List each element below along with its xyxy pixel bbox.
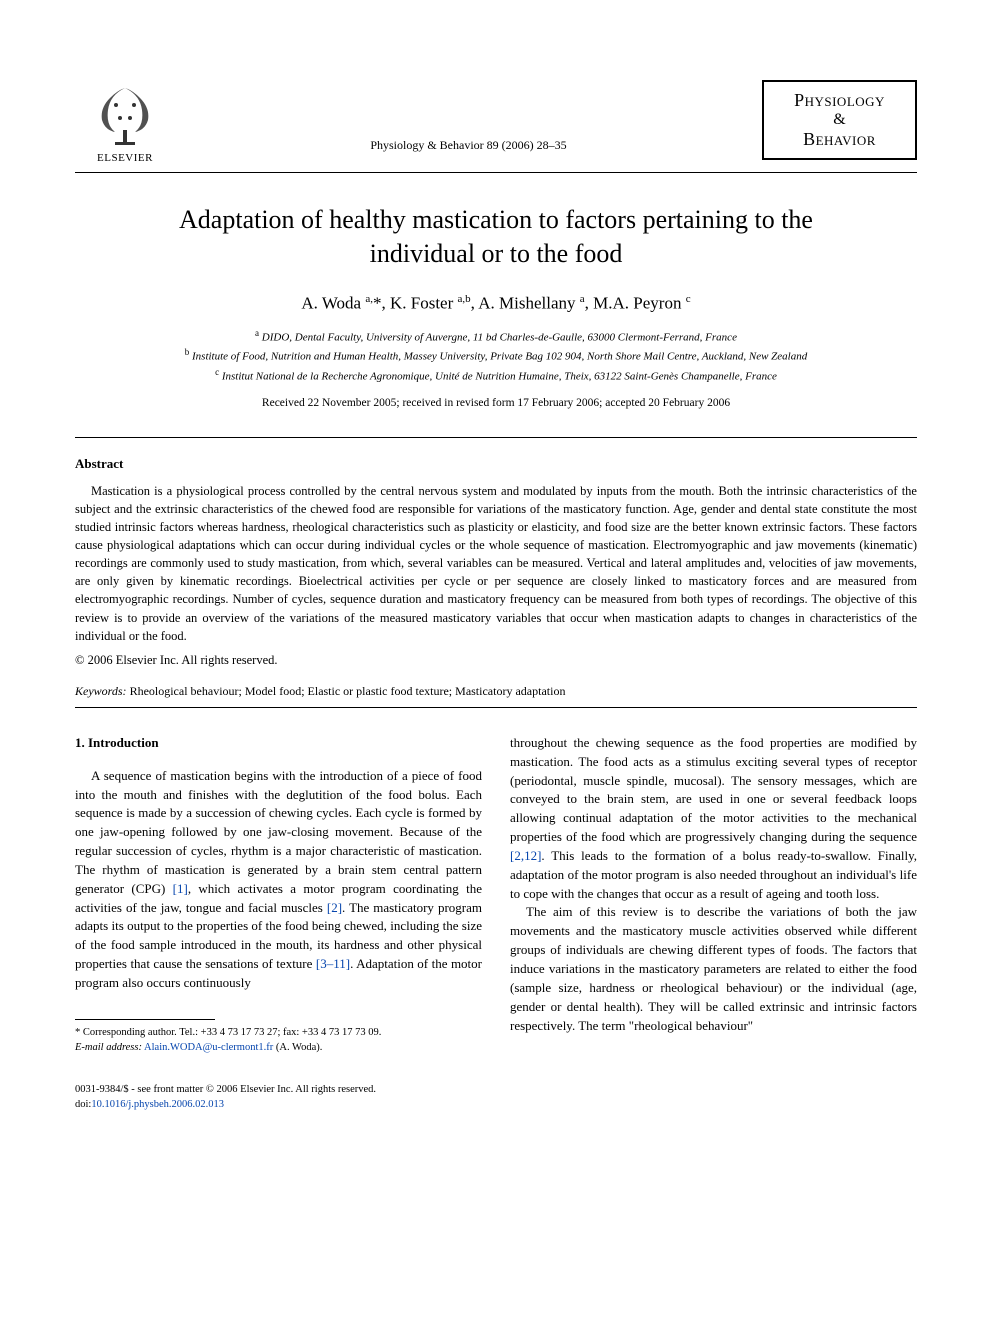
- journal-box-line1: Physiology: [778, 90, 901, 111]
- footnote-email-label: E-mail address:: [75, 1042, 142, 1053]
- header-rule: [75, 172, 917, 173]
- affiliation-c: c Institut National de la Recherche Agro…: [75, 366, 917, 385]
- column-right: throughout the chewing sequence as the f…: [510, 734, 917, 1055]
- publisher-label: ELSEVIER: [97, 152, 153, 164]
- footnote-rule: [75, 1019, 215, 1020]
- keywords-text: Rheological behaviour; Model food; Elast…: [130, 684, 566, 698]
- abstract-heading: Abstract: [75, 456, 917, 472]
- intro-heading: 1. Introduction: [75, 734, 482, 753]
- footer-doi-line: doi:10.1016/j.physbeh.2006.02.013: [75, 1098, 917, 1113]
- journal-box-line2: Behavior: [778, 129, 901, 150]
- corresponding-footnote: * Corresponding author. Tel.: +33 4 73 1…: [75, 1026, 482, 1055]
- page-footer: 0031-9384/$ - see front matter © 2006 El…: [75, 1083, 917, 1112]
- ref-link-2-12[interactable]: [2,12]: [510, 848, 541, 863]
- affiliation-b: b Institute of Food, Nutrition and Human…: [75, 346, 917, 365]
- affiliations: a DIDO, Dental Faculty, University of Au…: [75, 327, 917, 384]
- footnote-email-link[interactable]: Alain.WODA@u-clermont1.fr: [144, 1042, 273, 1053]
- ref-link-3-11[interactable]: [3–11]: [316, 956, 350, 971]
- footnote-email-suffix: (A. Woda).: [276, 1042, 323, 1053]
- article-dates: Received 22 November 2005; received in r…: [75, 397, 917, 409]
- ref-link-2[interactable]: [2]: [327, 900, 342, 915]
- footnote-corr: * Corresponding author. Tel.: +33 4 73 1…: [75, 1026, 482, 1041]
- footer-copyright: 0031-9384/$ - see front matter © 2006 El…: [75, 1083, 917, 1098]
- page-container: ELSEVIER Physiology & Behavior 89 (2006)…: [0, 0, 992, 1163]
- affiliation-a: a DIDO, Dental Faculty, University of Au…: [75, 327, 917, 346]
- footer-doi-link[interactable]: 10.1016/j.physbeh.2006.02.013: [91, 1099, 224, 1110]
- article-title: Adaptation of healthy mastication to fac…: [135, 203, 857, 271]
- ref-link-1[interactable]: [1]: [173, 881, 188, 896]
- keywords-label: Keywords:: [75, 684, 127, 698]
- keywords-line: Keywords: Rheological behaviour; Model f…: [75, 684, 917, 699]
- keywords-bottom-rule: [75, 707, 917, 708]
- intro-paragraph-1-left: A sequence of mastication begins with th…: [75, 767, 482, 993]
- intro-paragraph-1-right: throughout the chewing sequence as the f…: [510, 734, 917, 904]
- abstract-body: Mastication is a physiological process c…: [75, 482, 917, 645]
- elsevier-tree-icon: [90, 80, 160, 150]
- journal-box-ampersand: &: [778, 111, 901, 129]
- abstract-top-rule: [75, 437, 917, 438]
- publisher-logo-block: ELSEVIER: [75, 80, 175, 164]
- journal-reference: Physiology & Behavior 89 (2006) 28–35: [175, 80, 762, 153]
- journal-title-box: Physiology & Behavior: [762, 80, 917, 160]
- body-columns: 1. Introduction A sequence of masticatio…: [75, 734, 917, 1055]
- column-left: 1. Introduction A sequence of masticatio…: [75, 734, 482, 1055]
- abstract-copyright: © 2006 Elsevier Inc. All rights reserved…: [75, 653, 917, 668]
- footnote-email-line: E-mail address: Alain.WODA@u-clermont1.f…: [75, 1041, 482, 1056]
- header-row: ELSEVIER Physiology & Behavior 89 (2006)…: [75, 80, 917, 164]
- author-list: A. Woda a,*, K. Foster a,b, A. Mishellan…: [75, 293, 917, 314]
- intro-paragraph-2-right: The aim of this review is to describe th…: [510, 903, 917, 1035]
- footer-doi-prefix: doi:: [75, 1099, 91, 1110]
